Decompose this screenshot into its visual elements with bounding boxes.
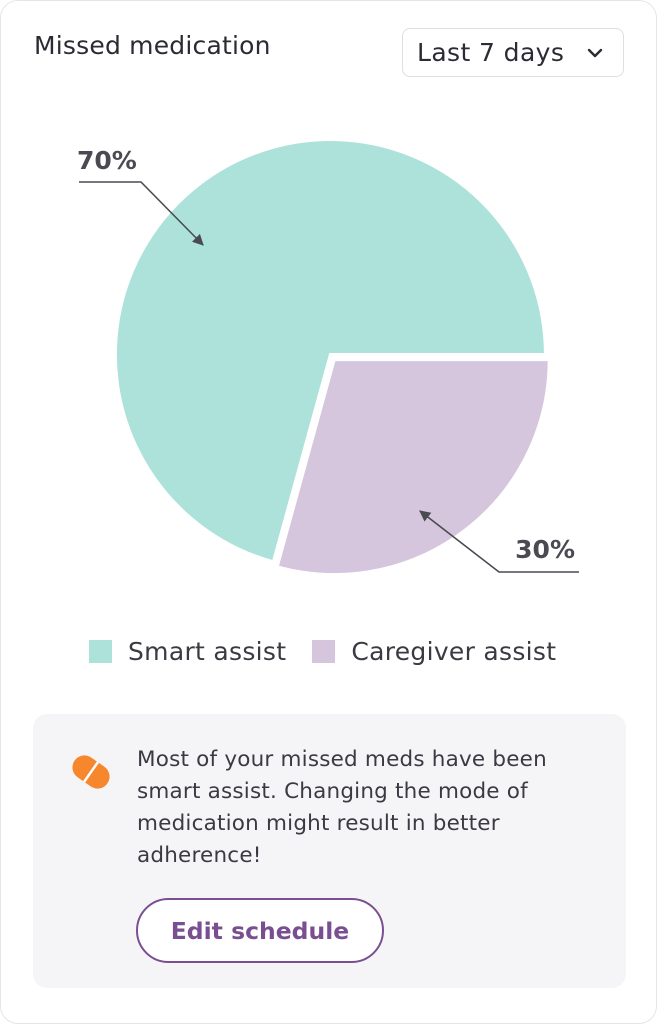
insight-panel: Most of your missed meds have been smart… [33, 714, 626, 988]
legend-swatch-smart-assist [89, 640, 112, 663]
pie-slice-caregiver-assist [275, 358, 551, 577]
leader-line-smart-assist [79, 181, 204, 246]
pie-chart: 70% 30% [77, 138, 579, 577]
leader-line-caregiver-assist [419, 510, 579, 573]
chevron-down-icon [587, 48, 603, 58]
legend-label-smart-assist: Smart assist [128, 637, 287, 666]
legend-label-caregiver-assist: Caregiver assist [351, 637, 557, 666]
legend-swatch-caregiver-assist [312, 640, 336, 663]
pie-slice-smart-assist [113, 138, 547, 564]
chart-legend: Smart assist Caregiver assist [89, 637, 582, 666]
data-label-caregiver-assist: 30% [515, 535, 575, 564]
pill-icon [72, 755, 110, 789]
legend-item-smart-assist: Smart assist [89, 637, 286, 666]
period-dropdown-value: Last 7 days [417, 38, 565, 67]
period-dropdown[interactable]: Last 7 days [402, 28, 624, 77]
data-label-smart-assist: 70% [77, 146, 137, 175]
insight-message: Most of your missed meds have been smart… [137, 747, 547, 868]
legend-item-caregiver-assist: Caregiver assist [312, 637, 556, 666]
edit-schedule-button[interactable]: Edit schedule [136, 898, 384, 963]
card-title: Missed medication [34, 31, 271, 60]
